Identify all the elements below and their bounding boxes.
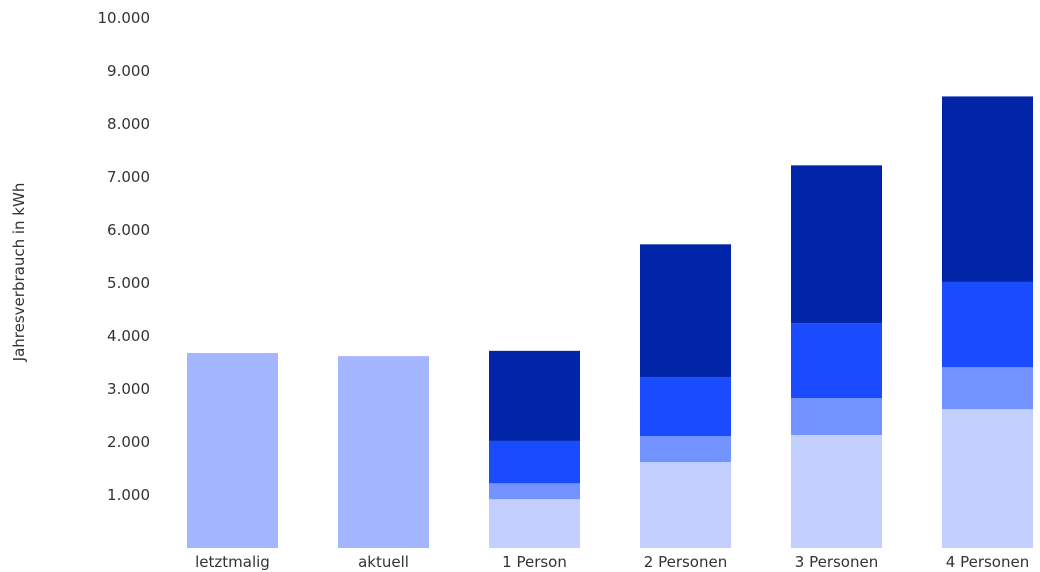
x-tick-label: 2 Personen xyxy=(644,553,727,571)
bar-segment xyxy=(489,350,580,441)
bar-segment xyxy=(489,440,580,484)
y-tick-label: 4.000 xyxy=(107,327,150,345)
bar-segment xyxy=(489,483,580,500)
bar-segment xyxy=(942,281,1033,368)
y-tick-label: 3.000 xyxy=(107,380,150,398)
y-tick-label: 8.000 xyxy=(107,115,150,133)
y-axis-ticks: 1.000 2.000 3.000 4.000 5.000 6.000 7.000 8.000… xyxy=(98,9,151,504)
bar-segment xyxy=(338,356,429,548)
x-tick-label: letztmalig xyxy=(195,553,270,571)
bar-segment xyxy=(640,436,731,463)
bar-segment xyxy=(489,499,580,548)
y-tick-label: 2.000 xyxy=(107,433,150,451)
x-tick-label: aktuell xyxy=(358,553,409,571)
bar-segment xyxy=(791,398,882,436)
bar-segment xyxy=(791,165,882,324)
bars xyxy=(187,96,1033,548)
bar-segment xyxy=(942,409,1033,548)
y-tick-label: 5.000 xyxy=(107,274,150,292)
bar-segment xyxy=(791,435,882,548)
bar-segment xyxy=(942,367,1033,410)
x-tick-label: 3 Personen xyxy=(795,553,878,571)
y-tick-label: 7.000 xyxy=(107,168,150,186)
bar-segment xyxy=(187,352,278,548)
bar-segment xyxy=(942,96,1033,282)
bar-segment xyxy=(640,244,731,378)
y-tick-label: 10.000 xyxy=(98,9,151,27)
x-tick-label: 4 Personen xyxy=(946,553,1029,571)
y-tick-label: 9.000 xyxy=(107,62,150,80)
y-axis-title: Jahresverbrauch in kWh xyxy=(10,183,28,363)
bar-segment xyxy=(791,323,882,399)
bar-segment xyxy=(640,377,731,437)
bar-segment xyxy=(640,462,731,548)
y-tick-label: 1.000 xyxy=(107,486,150,504)
x-tick-label: 1 Person xyxy=(502,553,567,571)
y-tick-label: 6.000 xyxy=(107,221,150,239)
x-axis-ticks: letztmalig aktuell 1 Person 2 Personen 3 Per… xyxy=(195,553,1029,571)
